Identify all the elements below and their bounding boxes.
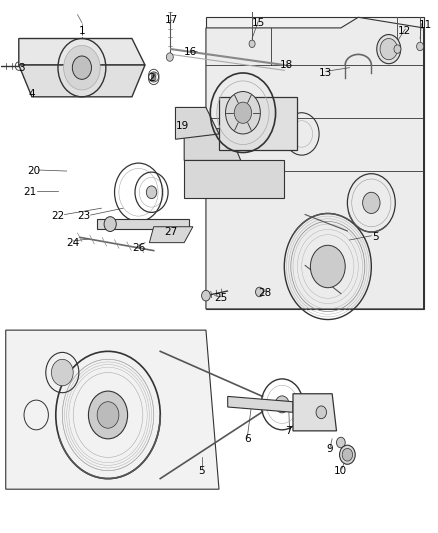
Text: 20: 20 <box>28 166 41 176</box>
Circle shape <box>363 192 380 214</box>
Circle shape <box>249 40 255 47</box>
Text: 16: 16 <box>184 47 198 56</box>
Text: 24: 24 <box>67 238 80 248</box>
Text: 6: 6 <box>244 434 251 444</box>
Circle shape <box>104 216 116 231</box>
Circle shape <box>234 102 252 123</box>
Text: 25: 25 <box>215 293 228 303</box>
Text: 4: 4 <box>28 89 35 99</box>
Circle shape <box>336 437 345 448</box>
Text: 18: 18 <box>280 60 293 70</box>
Text: 7: 7 <box>285 426 292 436</box>
Polygon shape <box>176 108 219 139</box>
Polygon shape <box>184 160 284 198</box>
Circle shape <box>417 42 424 51</box>
Circle shape <box>275 396 289 413</box>
Polygon shape <box>206 17 424 309</box>
Polygon shape <box>19 65 145 97</box>
Polygon shape <box>206 17 424 309</box>
Polygon shape <box>6 330 219 489</box>
Circle shape <box>316 406 326 419</box>
Text: 19: 19 <box>175 121 189 131</box>
Text: 22: 22 <box>51 211 64 221</box>
Text: 11: 11 <box>419 20 432 30</box>
Circle shape <box>311 245 345 288</box>
Polygon shape <box>228 397 293 413</box>
Polygon shape <box>184 128 241 160</box>
Circle shape <box>152 75 156 81</box>
Circle shape <box>339 445 355 464</box>
Text: 27: 27 <box>165 227 178 237</box>
Circle shape <box>226 92 260 134</box>
Text: 5: 5 <box>198 466 205 475</box>
Text: 3: 3 <box>18 63 24 72</box>
Circle shape <box>166 53 173 61</box>
Polygon shape <box>219 97 297 150</box>
Text: 2: 2 <box>148 73 155 83</box>
Circle shape <box>88 391 127 439</box>
Text: 21: 21 <box>23 187 36 197</box>
Text: 26: 26 <box>132 243 145 253</box>
Polygon shape <box>97 219 188 229</box>
Ellipse shape <box>377 35 401 63</box>
Circle shape <box>51 359 73 386</box>
Circle shape <box>152 73 156 78</box>
Text: 1: 1 <box>78 26 85 36</box>
Text: 12: 12 <box>397 26 410 36</box>
Text: 15: 15 <box>251 18 265 28</box>
Text: 9: 9 <box>327 445 333 455</box>
Text: 28: 28 <box>258 288 271 298</box>
Polygon shape <box>19 38 145 65</box>
Circle shape <box>97 402 119 428</box>
Circle shape <box>255 287 263 297</box>
Circle shape <box>72 56 92 79</box>
Text: 13: 13 <box>319 68 332 78</box>
Circle shape <box>201 290 210 301</box>
Circle shape <box>64 45 100 90</box>
Polygon shape <box>149 227 193 243</box>
Text: 5: 5 <box>372 232 379 243</box>
Text: 10: 10 <box>334 466 347 475</box>
Circle shape <box>342 448 353 461</box>
Circle shape <box>146 186 157 199</box>
Circle shape <box>394 45 401 53</box>
Polygon shape <box>293 394 336 431</box>
Text: 17: 17 <box>165 15 178 25</box>
Text: 23: 23 <box>78 211 91 221</box>
Ellipse shape <box>380 38 397 60</box>
